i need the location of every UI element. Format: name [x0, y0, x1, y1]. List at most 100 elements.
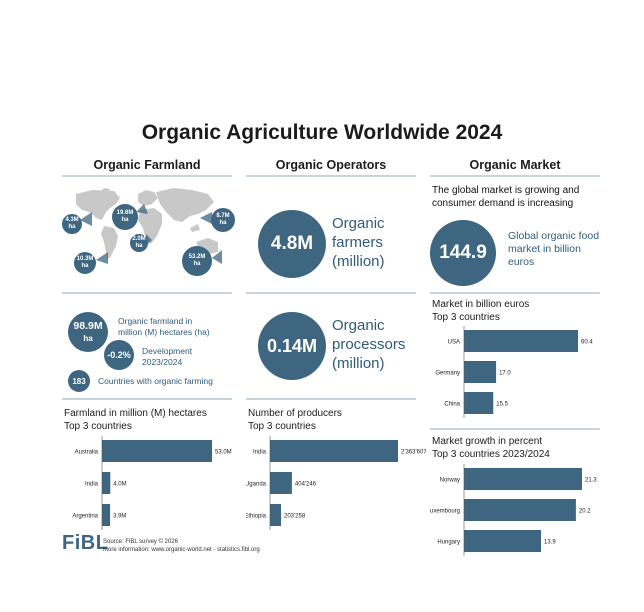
column-title-operators: Organic Operators — [275, 158, 387, 172]
data-label: 21.3 — [585, 478, 597, 484]
map-bubble-unit: ha — [219, 220, 227, 226]
bar — [102, 440, 212, 462]
divider — [246, 398, 416, 400]
farmland-area-label: Organic farmland in million (M) hectares… — [118, 316, 210, 338]
market-intro-line: The global market is growing and — [432, 185, 580, 196]
divider — [246, 175, 416, 177]
farmland-area-circle: 98.9M ha — [68, 312, 108, 352]
farmers-label-line: Organic — [332, 215, 385, 232]
bar — [270, 440, 398, 462]
development-label-line: Development — [142, 346, 193, 356]
market-label: Global organic food market in billion eu… — [508, 230, 599, 269]
chart-title-producers: Number of producers Top 3 countries — [248, 407, 342, 433]
category-label: India — [253, 450, 267, 456]
chart-title-market: Market in billion euros Top 3 countries — [432, 298, 529, 324]
market-circle: 144.9 — [430, 220, 496, 286]
map-bubble: 8.7M ha — [211, 208, 235, 232]
chart-title-growth: Market growth in percent Top 3 countries… — [432, 435, 550, 461]
market-label-line: euros — [508, 256, 535, 268]
data-label: 203'258 — [284, 514, 306, 520]
divider — [430, 292, 600, 294]
footer-more-line: More information: www.organic-world.net … — [103, 547, 260, 553]
processors-circle: 0.14M — [258, 312, 326, 380]
map-bubble-value: 10.3M — [76, 256, 94, 262]
category-label: USA — [448, 340, 460, 346]
world-map: 4.3M ha 19.6M ha 8.7M ha 2.0M ha 10.3M ha 53.… — [62, 182, 237, 282]
category-label: Uganda — [246, 482, 267, 488]
category-label: Hungary — [437, 540, 460, 546]
map-bubble: 19.6M ha — [112, 204, 138, 230]
divider — [62, 398, 232, 400]
farmers-label-line: (million) — [332, 253, 385, 270]
footer-source: Source: FiBL survey © 2026 More informat… — [103, 538, 260, 554]
farmers-label-line: farmers — [332, 234, 383, 251]
farmers-label: Organic farmers (million) — [332, 214, 385, 271]
map-bubble-unit: ha — [193, 261, 201, 267]
map-bubble-unit: ha — [121, 217, 129, 223]
farmland-area-unit: ha — [83, 333, 93, 343]
bar — [464, 330, 578, 352]
market-bar-chart: USA 60.4 Germany 17.0 China 15.5 — [435, 326, 593, 418]
category-label: Norway — [440, 478, 460, 484]
countries-circle: 183 — [68, 370, 90, 392]
data-label: 13.9 — [544, 540, 556, 546]
chart-title-line: Top 3 countries — [64, 421, 132, 432]
bar — [270, 472, 292, 494]
data-label: 60.4 — [581, 340, 593, 346]
bar — [270, 504, 282, 526]
data-label: 53.0M — [215, 450, 232, 456]
development-value: -0.2% — [107, 350, 131, 360]
processors-label-line: processors — [332, 336, 406, 353]
producers-bar-chart: India 2'363'607 Uganda 404'246 Ethiopia 203'2… — [246, 436, 426, 530]
map-bubble: 2.0M ha — [130, 234, 148, 252]
data-label: 3.9M — [113, 514, 126, 520]
farmland-area-value: 98.9M — [73, 319, 103, 332]
market-label-line: market in billion — [508, 243, 581, 255]
market-intro: The global market is growing and consume… — [432, 184, 579, 210]
category-label: Argentina — [72, 514, 98, 520]
market-value: 144.9 — [439, 242, 487, 263]
map-bubble-value: 4.3M — [65, 217, 79, 223]
farmland-bar-chart: Australia 53.0M India 4.0M Argentina 3.9M — [72, 436, 232, 530]
data-label: 2'363'607 — [401, 450, 426, 456]
data-label: 17.0 — [499, 371, 511, 377]
processors-label: Organic processors (million) — [332, 316, 405, 373]
growth-bar-chart: Norway 21.3 Luxembourg 20.2 Hungary 13.9 — [430, 464, 597, 556]
category-label: China — [444, 402, 460, 408]
category-label: Ethiopia — [246, 514, 267, 520]
column-title-farmland: Organic Farmland — [93, 158, 201, 172]
divider — [62, 292, 232, 294]
processors-label-line: Organic — [332, 317, 385, 334]
map-bubble-unit: ha — [81, 263, 89, 269]
farmers-value: 4.8M — [270, 233, 314, 254]
chart-title-line: Top 3 countries — [248, 421, 316, 432]
data-label: 15.5 — [496, 402, 508, 408]
map-bubble: 4.3M ha — [62, 214, 82, 234]
bar — [464, 361, 497, 383]
farmland-area-label-line: Organic farmland in — [118, 316, 193, 326]
farmland-area-label-line: million (M) hectares (ha) — [118, 327, 210, 337]
chart-title-line: Market growth in percent — [432, 436, 543, 447]
processors-value: 0.14M — [266, 335, 318, 356]
category-label: India — [85, 482, 99, 488]
map-bubble-unit: ha — [135, 243, 143, 249]
bar — [464, 499, 576, 521]
chart-title-line: Number of producers — [248, 408, 342, 419]
market-intro-line: consumer demand is increasing — [432, 198, 574, 209]
map-bubble: 53.2M ha — [182, 246, 212, 276]
map-bubble: 10.3M ha — [74, 252, 96, 274]
bar — [464, 468, 582, 490]
map-bubble-unit: ha — [68, 224, 76, 230]
footer-source-line: Source: FiBL survey © 2026 — [103, 539, 178, 545]
map-callouts — [80, 204, 222, 264]
map-bubble-value: 53.2M — [188, 254, 206, 260]
countries-value: 183 — [72, 376, 86, 386]
chart-title-farmland: Farmland in million (M) hectares Top 3 c… — [64, 407, 207, 433]
page-title: Organic Agriculture Worldwide 2024 — [141, 121, 503, 144]
divider — [246, 292, 416, 294]
countries-label: Countries with organic farming — [98, 376, 213, 386]
farmers-circle: 4.8M — [258, 210, 326, 278]
data-label: 20.2 — [579, 509, 591, 515]
category-label: Germany — [435, 371, 460, 377]
map-bubble-value: 19.6M — [116, 210, 134, 216]
